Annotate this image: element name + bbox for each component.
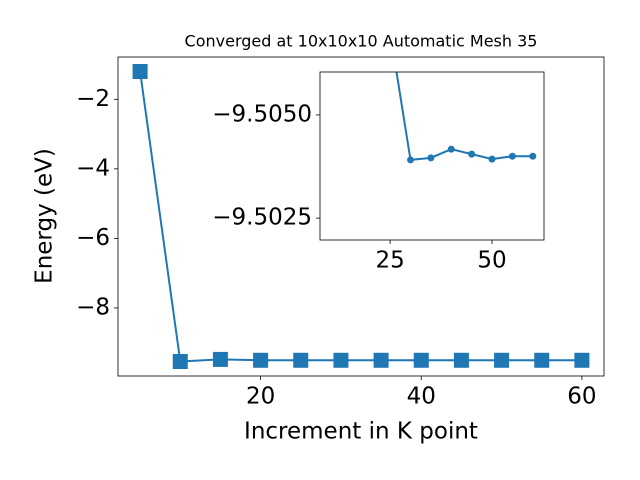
- marker: [453, 352, 469, 368]
- x-tick-label: 60: [567, 384, 596, 410]
- marker: [508, 152, 516, 160]
- x-axis-label: Increment in K point: [244, 419, 478, 445]
- marker: [529, 152, 537, 160]
- axes-frame: [319, 71, 545, 241]
- y-tick-label: −9.5050: [212, 101, 312, 127]
- marker: [333, 352, 349, 368]
- marker: [574, 352, 590, 368]
- x-tick-label: 25: [375, 248, 404, 274]
- marker: [447, 145, 455, 153]
- marker: [253, 352, 269, 368]
- x-tick-label: 40: [407, 384, 436, 410]
- y-axis-label: Energy (eV): [32, 148, 58, 284]
- y-tick-label: −9.5025: [212, 205, 312, 231]
- axes-frame: [117, 56, 605, 377]
- marker: [172, 354, 188, 369]
- marker: [132, 64, 148, 79]
- x-tick-label: 50: [477, 248, 506, 274]
- y-tick-label: −8: [76, 294, 110, 320]
- marker: [427, 154, 435, 162]
- marker: [406, 156, 414, 164]
- marker: [494, 352, 510, 368]
- y-tick-label: −2: [76, 86, 110, 112]
- marker: [488, 155, 496, 163]
- marker: [293, 352, 309, 368]
- chart-title: Converged at 10x10x10 Automatic Mesh 35: [185, 32, 538, 51]
- marker: [534, 352, 550, 368]
- marker: [413, 352, 429, 368]
- y-tick-label: −6: [76, 225, 110, 251]
- marker: [468, 150, 476, 158]
- y-tick-label: −4: [76, 155, 110, 181]
- marker: [212, 351, 228, 367]
- marker: [373, 352, 389, 368]
- x-tick-label: 20: [246, 384, 275, 410]
